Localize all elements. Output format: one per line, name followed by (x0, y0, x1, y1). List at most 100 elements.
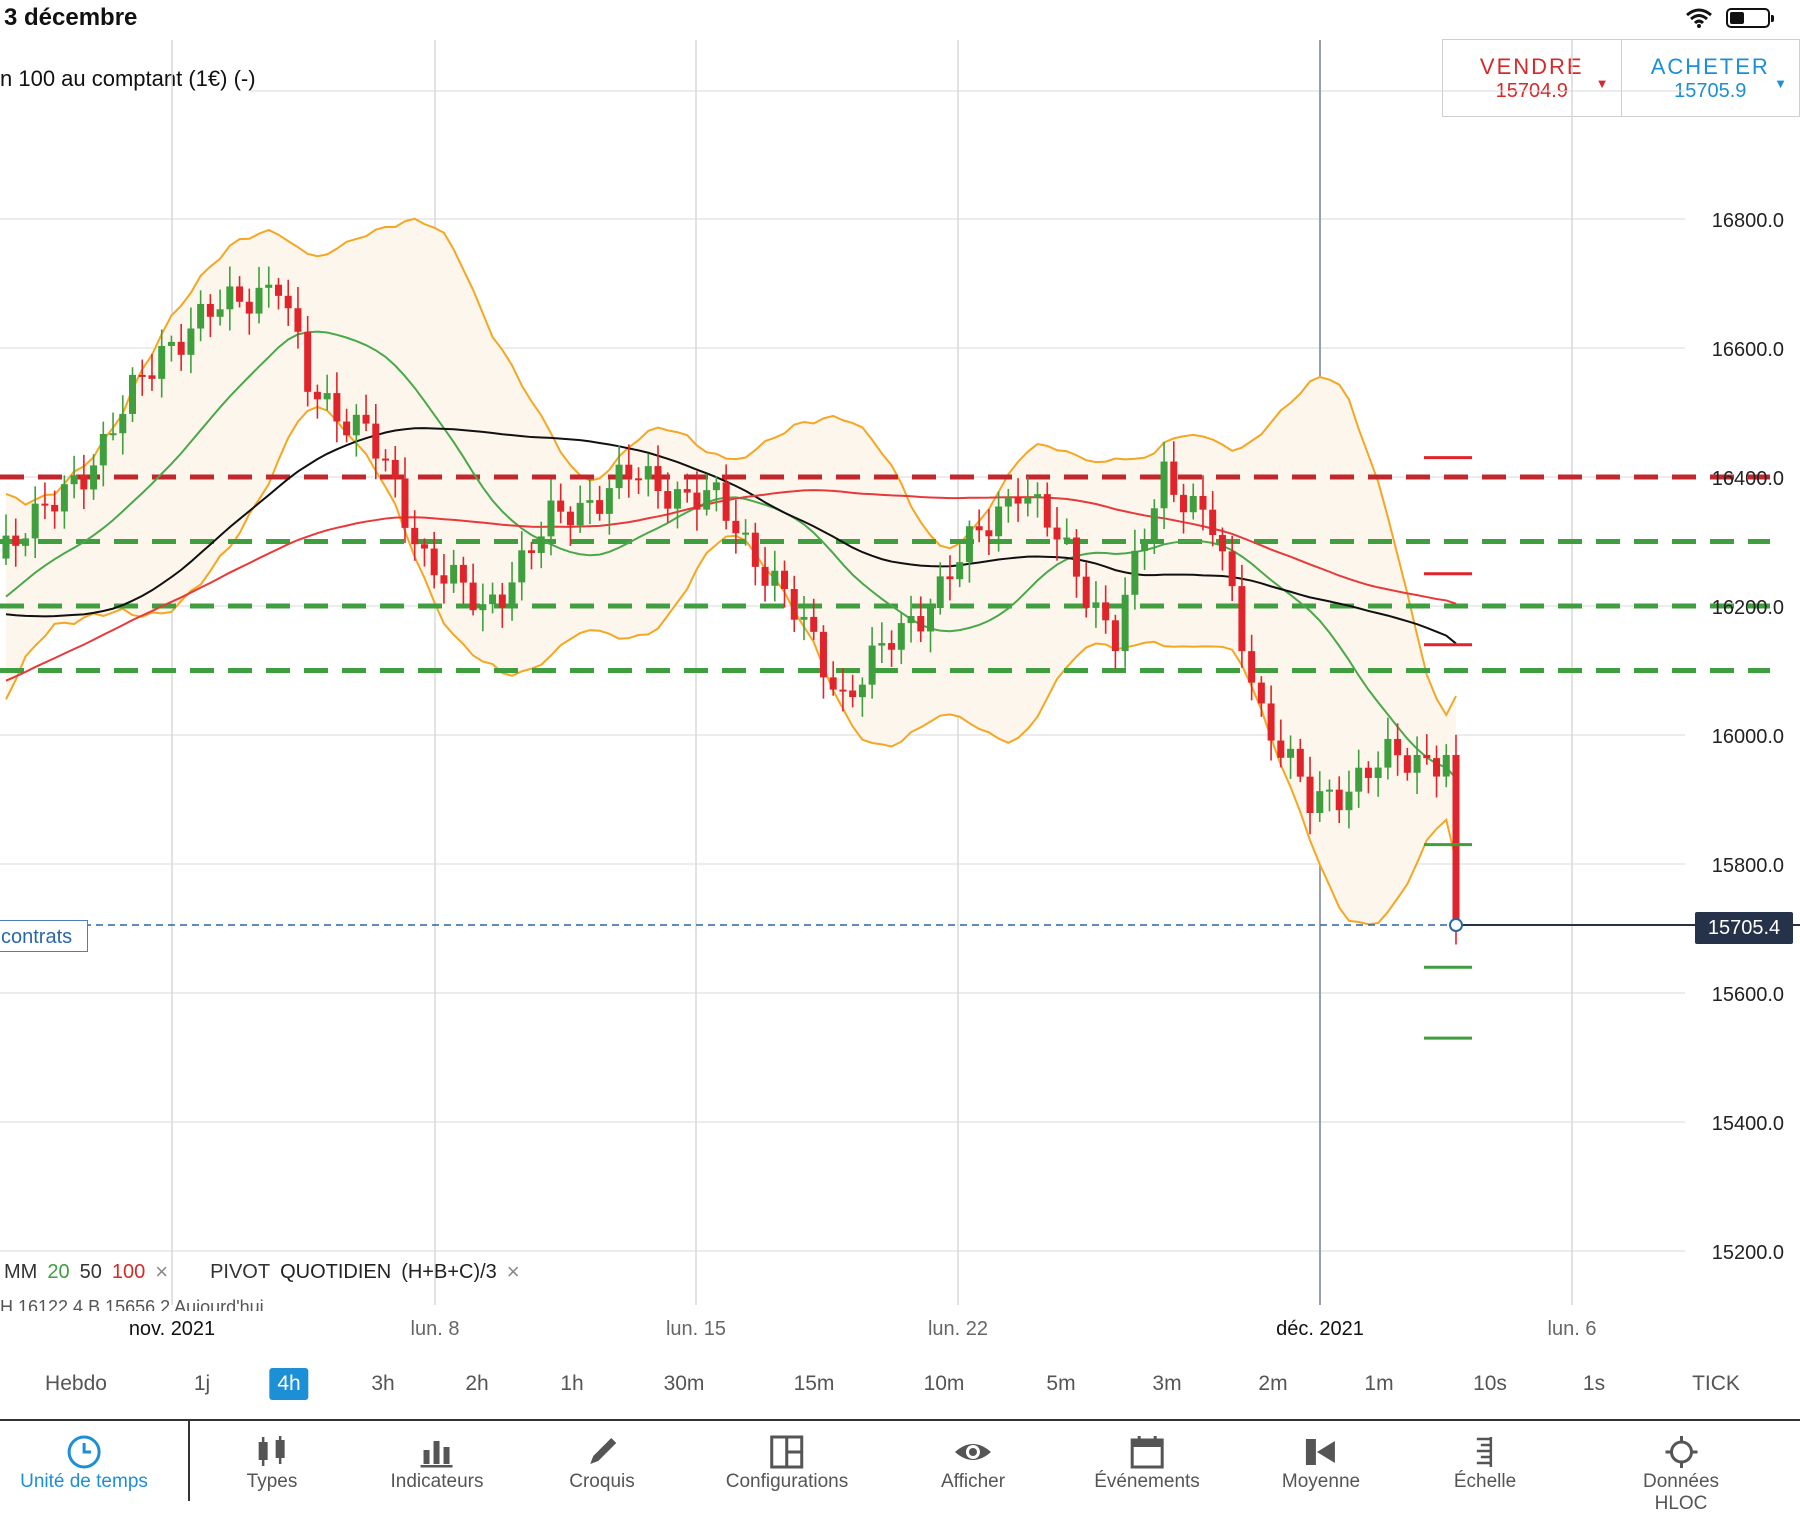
candle-body (177, 341, 185, 355)
legend-mm-label: MM (4, 1260, 38, 1283)
candle-body (1024, 497, 1032, 504)
indicator-legend: MM 20 50 100 × PIVOT QUOTIDIEN (H+B+C)/3… (4, 1259, 520, 1285)
timeframe-3m[interactable]: 3m (1152, 1372, 1182, 1395)
candle-body (1442, 754, 1450, 777)
candle-body (1218, 535, 1226, 552)
candle-body (771, 570, 779, 586)
candle-body (518, 550, 526, 583)
candle-body (888, 643, 896, 650)
timeframe-10s[interactable]: 10s (1473, 1372, 1507, 1395)
remove-mm-icon[interactable]: × (155, 1259, 169, 1284)
contracts-tag[interactable]: contrats (0, 920, 88, 952)
toolbar-drawings[interactable]: Croquis (569, 1433, 635, 1493)
toolbar-average[interactable]: Moyenne (1282, 1433, 1360, 1493)
xaxis-label: déc. 2021 (1272, 1318, 1368, 1341)
candle-body (12, 535, 20, 546)
candle-body (119, 413, 127, 434)
toolbar-time-unit[interactable]: Unité de temps (20, 1433, 148, 1493)
candle-body (1394, 738, 1402, 756)
xaxis-label: lun. 22 (927, 1318, 989, 1340)
toolbar-divider (188, 1421, 190, 1501)
timeframe-1m[interactable]: 1m (1364, 1372, 1394, 1395)
candle-body (323, 393, 331, 400)
candle-body (839, 689, 847, 692)
ma-50-line (5, 427, 1457, 645)
candle-body (1131, 550, 1139, 595)
candle-body (1433, 758, 1441, 777)
candle-body (858, 684, 866, 698)
candle-body (148, 375, 156, 379)
candle-body (411, 527, 419, 545)
toolbar-layouts[interactable]: Configurations (726, 1433, 848, 1493)
sell-dropdown-icon[interactable]: ▼ (1595, 76, 1609, 91)
candle-body (1180, 494, 1188, 513)
candle-body (1004, 497, 1012, 507)
price-chart[interactable]: 15200.0 15400.0 15600.0 15800.0 16000.0 16200… (0, 0, 1800, 1320)
candle-body (1170, 461, 1178, 495)
candle-body (498, 594, 506, 608)
candle-body (946, 576, 954, 580)
candle-body (693, 492, 701, 510)
toolbar-label: Unité de temps (20, 1471, 148, 1492)
battery-icon (1726, 8, 1774, 28)
buy-dropdown-icon[interactable]: ▼ (1774, 76, 1787, 91)
timeframe-30m[interactable]: 30m (663, 1372, 705, 1395)
candle-body (1306, 776, 1314, 813)
xaxis-label: lun. 6 (1547, 1318, 1597, 1340)
toolbar-indicators[interactable]: Indicateurs (390, 1433, 484, 1493)
timeframe-hebdo[interactable]: Hebdo (45, 1372, 107, 1395)
candle-body (430, 548, 438, 576)
candle-body (362, 414, 370, 424)
xaxis-label: lun. 15 (665, 1318, 727, 1340)
timeframe-2m[interactable]: 2m (1258, 1372, 1288, 1395)
candle-body (420, 544, 428, 549)
candle-body (158, 345, 166, 379)
timeframe-tick[interactable]: TICK (1692, 1372, 1740, 1395)
toolbar-hloc-data[interactable]: Données HLOC (1622, 1433, 1741, 1515)
toolbar-label: Indicateurs (390, 1471, 484, 1492)
candle-body (1121, 594, 1129, 652)
remove-pivot-icon[interactable]: × (506, 1259, 520, 1284)
timeframe-4h[interactable]: 4h (269, 1368, 309, 1400)
timeframe-1h[interactable]: 1h (560, 1372, 584, 1395)
timeframe-1s[interactable]: 1s (1582, 1372, 1606, 1395)
toolbar-label: Moyenne (1281, 1471, 1361, 1492)
trade-panel: VENDRE 15704.9 ▼ ACHETER 15705.9 ▼ (1442, 39, 1800, 117)
toolbar-events[interactable]: Événements (1094, 1433, 1200, 1493)
layout-icon (770, 1435, 804, 1469)
candle-body (664, 491, 672, 509)
y-tick-label: 15800.0 (1712, 855, 1784, 877)
toolbar-display[interactable]: Afficher (941, 1433, 1005, 1493)
candle-body (129, 374, 137, 414)
timeframe-1j[interactable]: 1j (193, 1372, 211, 1395)
candle-body (712, 482, 720, 491)
legend-mm20: 20 (47, 1260, 70, 1283)
candle-body (995, 506, 1003, 537)
candlestick-icon (258, 1436, 285, 1466)
candle-body (654, 466, 662, 492)
instrument-title[interactable]: n 100 au comptant (1€) (-) (0, 66, 256, 91)
buy-button[interactable]: ACHETER 15705.9 ▼ (1620, 40, 1800, 116)
wifi-icon (1686, 8, 1712, 28)
toolbar-scale[interactable]: Échelle (1454, 1433, 1516, 1493)
toolbar-label: Afficher (940, 1471, 1006, 1492)
legend-subline: H 16122.4 B 15656.2 Aujourd'hui (0, 1297, 264, 1311)
timeframe-2h[interactable]: 2h (465, 1372, 489, 1395)
timeframe-10m[interactable]: 10m (923, 1372, 965, 1395)
candle-body (1082, 576, 1090, 608)
candle-body (274, 284, 282, 296)
clock-icon (67, 1435, 101, 1469)
candle-body (576, 502, 584, 526)
candle-body (1238, 586, 1246, 652)
candle-body (1053, 527, 1061, 540)
toolbar-types[interactable]: Types (246, 1433, 298, 1493)
timeframe-15m[interactable]: 15m (793, 1372, 835, 1395)
legend-pivot-formula: (H+B+C)/3 (401, 1260, 497, 1283)
timeframe-3h[interactable]: 3h (371, 1372, 395, 1395)
candle-body (790, 589, 798, 620)
candle-body (21, 538, 29, 546)
toolbar-label: Types (246, 1471, 298, 1492)
last-price-tag: 15705.4 (1695, 912, 1793, 944)
candle-body (391, 459, 399, 479)
timeframe-5m[interactable]: 5m (1046, 1372, 1076, 1395)
